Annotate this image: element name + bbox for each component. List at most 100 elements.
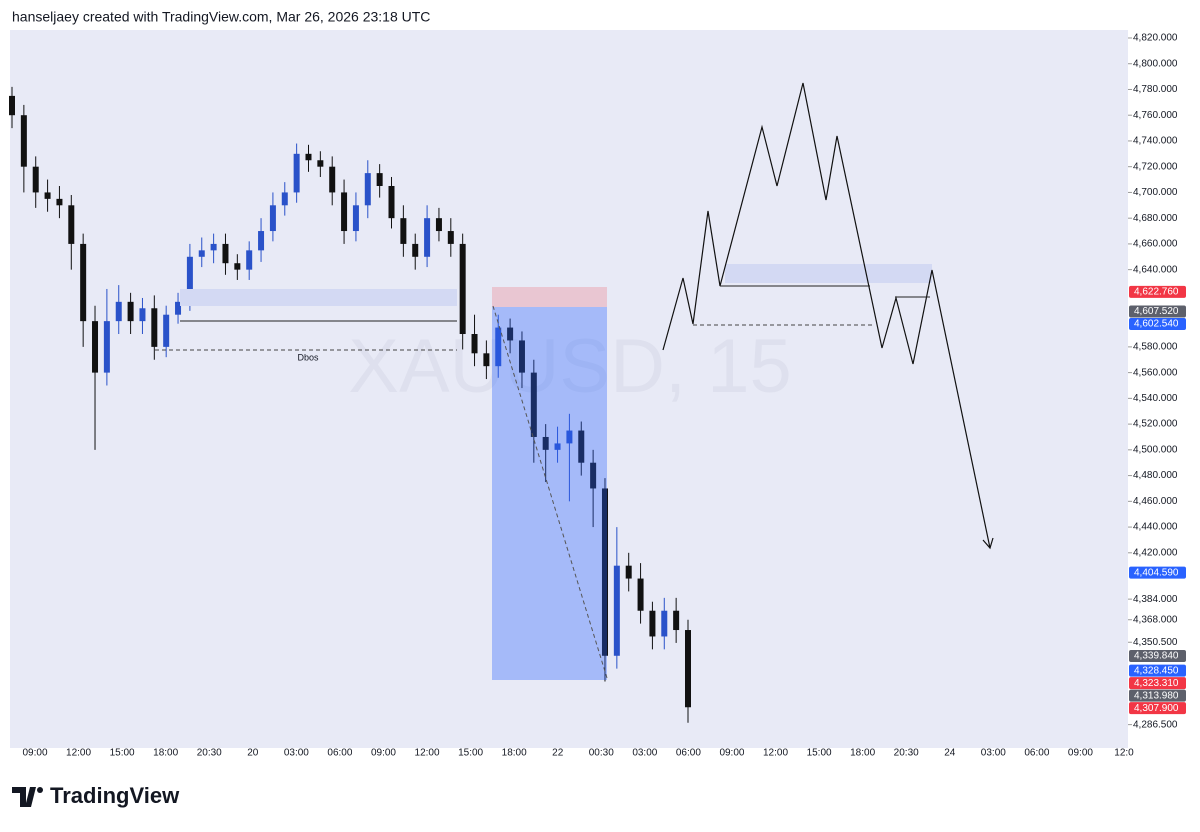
candle-body — [68, 205, 75, 244]
candle-body — [305, 153, 312, 161]
y-tick-label: 4,500.000 — [1133, 444, 1178, 455]
x-tick-label: 18:00 — [850, 748, 875, 759]
y-tick-label: 4,350.500 — [1133, 637, 1178, 648]
price-badge — [1129, 566, 1186, 579]
candle-body — [246, 250, 253, 270]
candles — [9, 86, 691, 723]
candle-body — [483, 353, 490, 367]
candle-body — [376, 173, 383, 186]
price-badge — [1129, 677, 1186, 690]
candle-body — [329, 166, 336, 193]
candle-body — [637, 578, 644, 611]
candle-body — [198, 250, 205, 257]
candle-body — [685, 630, 691, 708]
zone — [725, 264, 932, 283]
price-badge-label: 4,607.520 — [1134, 306, 1179, 317]
price-badge-label: 4,339.840 — [1134, 651, 1179, 662]
x-tick-label: 12:0 — [1114, 748, 1134, 759]
candle-body — [293, 153, 300, 193]
candle-body — [412, 243, 419, 257]
x-tick-label: 03:00 — [981, 748, 1006, 759]
candle-body — [459, 243, 466, 335]
candle-body — [507, 327, 514, 341]
y-tick-label: 4,540.000 — [1133, 393, 1178, 404]
price-badge-label: 4,328.450 — [1134, 665, 1179, 676]
candle-body — [234, 263, 241, 270]
x-tick-label: 15:00 — [807, 748, 832, 759]
drawings — [155, 82, 994, 680]
candle-body — [151, 308, 158, 347]
candle-body — [601, 488, 608, 656]
candle-body — [578, 430, 585, 463]
y-tick-label: 4,640.000 — [1133, 264, 1178, 275]
price-badge — [1129, 702, 1186, 715]
candle-body — [625, 565, 632, 579]
header: hanseljaey created with TradingView.com,… — [12, 9, 430, 25]
price-badge-label: 4,307.900 — [1134, 703, 1179, 714]
y-tick-label: 4,760.000 — [1133, 110, 1178, 121]
candle-body — [175, 301, 182, 315]
candle-body — [127, 301, 134, 322]
y-tick-label: 4,420.000 — [1133, 547, 1178, 558]
y-tick-label: 4,660.000 — [1133, 239, 1178, 250]
candle-body — [424, 218, 431, 257]
x-tick-label: 20:30 — [894, 748, 919, 759]
y-tick-label: 4,560.000 — [1133, 367, 1178, 378]
x-tick-label: 09:00 — [22, 748, 47, 759]
logo — [12, 787, 43, 807]
y-tick-label: 4,680.000 — [1133, 213, 1178, 224]
y-tick-label: 4,286.500 — [1133, 719, 1178, 730]
price-badge-label: 4,323.310 — [1134, 678, 1179, 689]
price-badge — [1129, 317, 1186, 330]
y-tick-label: 4,580.000 — [1133, 342, 1178, 353]
arrow-head — [982, 537, 994, 550]
candle-body — [9, 95, 15, 116]
candle-body — [590, 462, 597, 489]
x-tick-label: 03:00 — [632, 748, 657, 759]
candle-body — [554, 443, 561, 450]
projection — [662, 82, 991, 549]
candle-body — [80, 243, 87, 322]
candle-body — [20, 115, 27, 167]
x-tick-label: 09:00 — [1068, 748, 1093, 759]
candle-body — [269, 205, 276, 232]
y-tick-label: 4,520.000 — [1133, 419, 1178, 430]
y-tick-label: 4,780.000 — [1133, 84, 1178, 95]
candle-body — [103, 321, 110, 373]
y-tick-label: 4,720.000 — [1133, 161, 1178, 172]
candle-body — [210, 243, 217, 251]
price-badge-label: 4,622.760 — [1134, 286, 1179, 297]
candle-body — [495, 327, 502, 367]
x-tick-label: 24 — [944, 748, 956, 759]
price-badge — [1129, 664, 1186, 677]
candle-body — [281, 192, 288, 206]
candle-body — [518, 340, 525, 373]
logo-mark — [12, 787, 36, 807]
candle-body — [364, 173, 371, 206]
x-tick-label: 12:00 — [415, 748, 440, 759]
y-tick-label: 4,384.000 — [1133, 594, 1178, 605]
path-line — [492, 305, 608, 679]
candle-body — [566, 430, 573, 444]
candle-body — [44, 192, 51, 199]
x-tick-label: 09:00 — [719, 748, 744, 759]
candle-body — [139, 308, 146, 322]
candle-body — [649, 610, 656, 637]
x-tick-label: 15:00 — [458, 748, 483, 759]
x-tick-label: 00:30 — [589, 748, 614, 759]
candle-body — [163, 314, 170, 347]
y-tick-label: 4,480.000 — [1133, 470, 1178, 481]
x-tick-label: 09:00 — [371, 748, 396, 759]
y-tick-label: 4,368.000 — [1133, 614, 1178, 625]
x-tick-label: 03:00 — [284, 748, 309, 759]
y-tick-label: 4,440.000 — [1133, 522, 1178, 533]
candle-body — [613, 565, 620, 656]
y-tick-label: 4,820.000 — [1133, 33, 1178, 44]
x-tick-label: 12:00 — [66, 748, 91, 759]
logo-dot — [37, 787, 43, 793]
plot-background — [10, 30, 1128, 748]
price-badge — [1129, 649, 1186, 662]
candle-body — [222, 243, 229, 264]
footer-brand: TradingView — [50, 783, 180, 808]
